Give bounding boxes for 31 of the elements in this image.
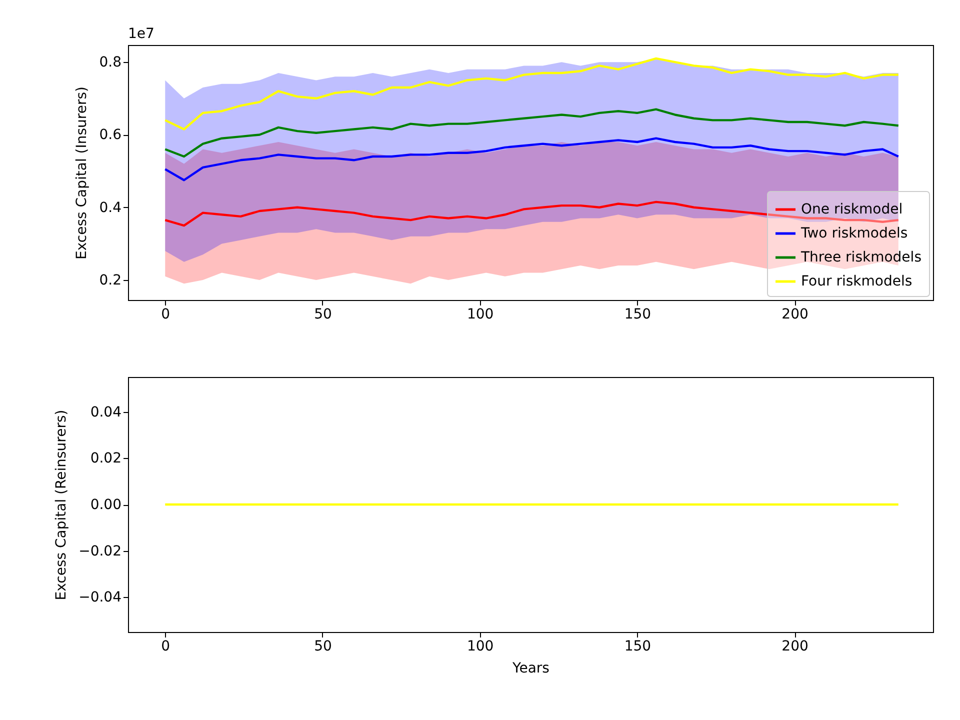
line-series [164,200,900,227]
line-series [164,108,900,158]
y-tick-label: 0.4 [99,200,122,216]
x-tick-label: 100 [466,638,494,654]
x-tick-label: 50 [314,306,332,322]
x-tick-label: 150 [624,306,652,322]
x-tick-label: 150 [624,638,652,654]
legend-label: Three riskmodels [800,250,922,266]
y-axis-title: Excess Capital (Reinsurers) [54,410,70,600]
y-tick-label: 0.6 [99,127,122,144]
x-tick-label: 100 [466,306,494,322]
x-tick-label: 200 [782,306,808,322]
y-tick-label: 0.2 [99,272,122,289]
y-tick-label: −0.02 [78,543,122,560]
x-tick-label: 50 [314,638,332,654]
line-series [164,57,900,130]
legend-label: One riskmodel [801,202,903,218]
y-tick-label: 0.00 [90,497,122,513]
text: 1e7 [128,26,154,42]
x-axis-title: Years [512,660,550,676]
line-series [164,137,900,182]
legend-label: Four riskmodels [801,274,912,290]
x-tick-label: 0 [161,306,170,322]
y-tick-label: −0.04 [78,590,122,606]
y-axis-title: Excess Capital (Insurers) [74,86,90,260]
y-tick-label: 0.8 [99,54,122,71]
legend-label: Two riskmodels [800,226,908,242]
x-tick-label: 0 [161,638,170,654]
y-tick-label: 0.04 [90,404,122,420]
x-tick-label: 200 [782,638,808,654]
y-tick-label: 0.02 [90,450,122,467]
